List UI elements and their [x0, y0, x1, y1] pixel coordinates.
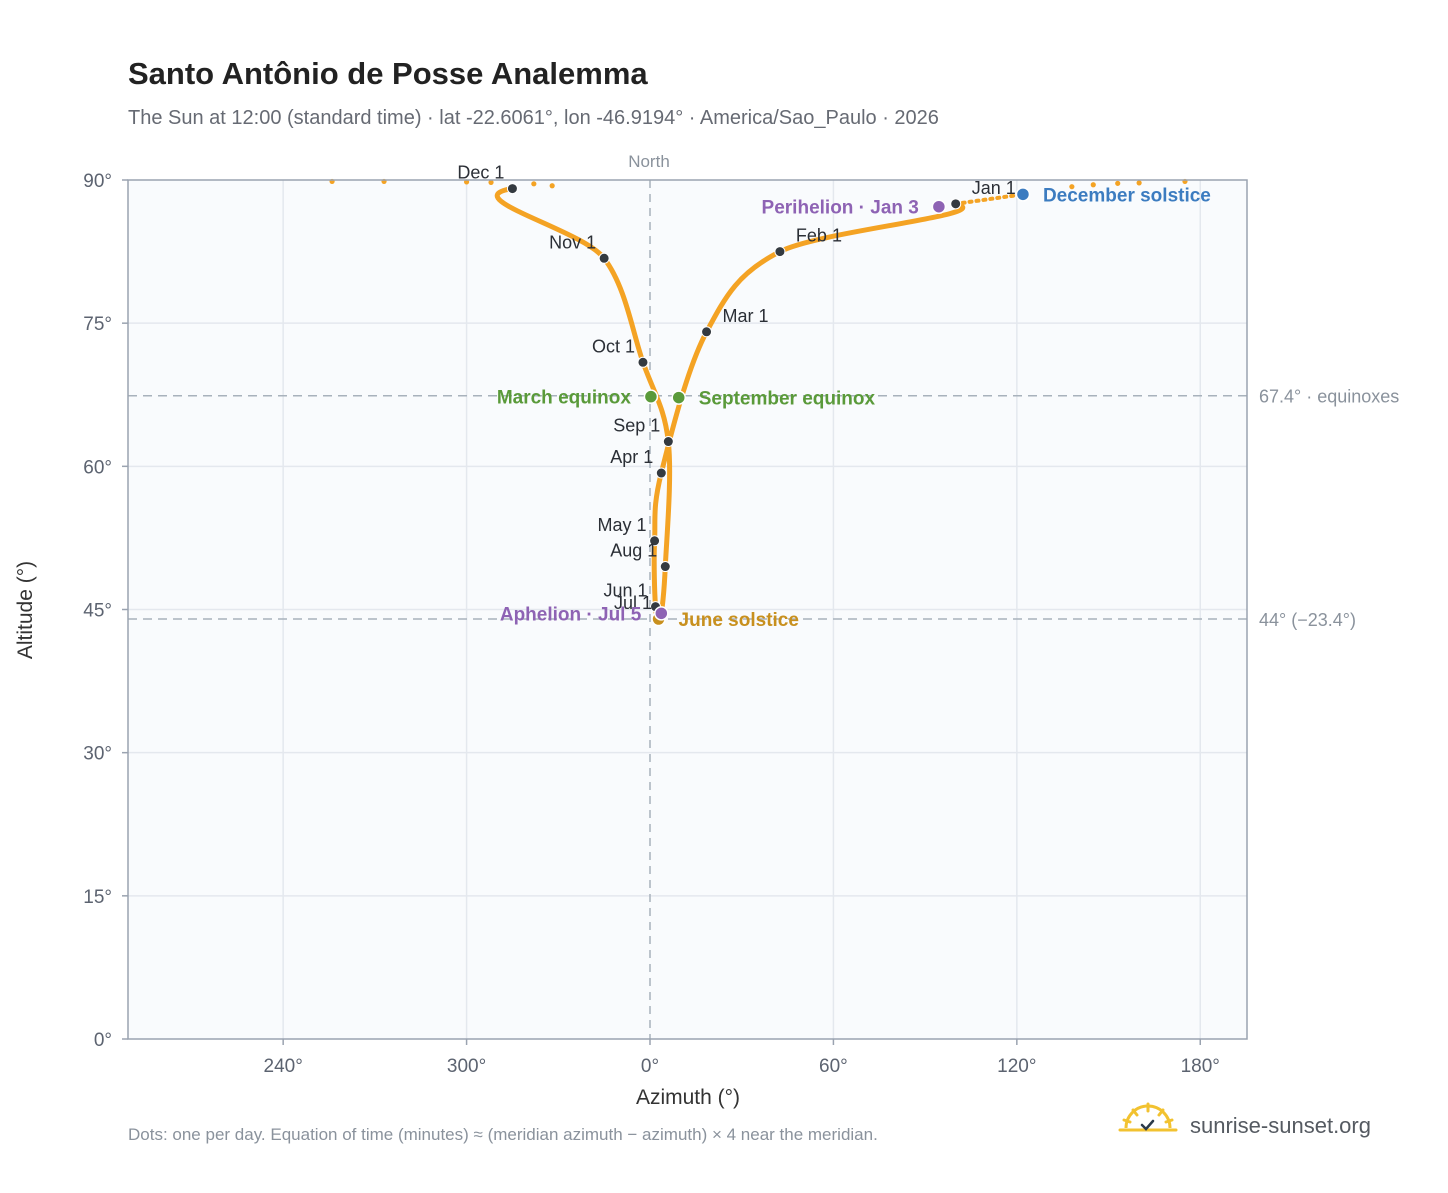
- event-marker: [671, 390, 686, 405]
- event-markers: March equinox September equinox June solst…: [497, 185, 1211, 631]
- day-dot: [1069, 184, 1075, 190]
- month-marker: [506, 183, 518, 195]
- event-label: Perihelion · Jan 3: [762, 198, 919, 219]
- brand-name: sunrise-sunset.org: [1190, 1113, 1371, 1138]
- month-label: May 1: [598, 515, 647, 535]
- event-marker: [931, 199, 947, 214]
- x-tick-label: 180°: [1181, 1056, 1220, 1077]
- y-tick-label: 60°: [83, 457, 112, 478]
- x-tick-label: 120°: [997, 1056, 1036, 1077]
- x-tick-label: 60°: [819, 1056, 848, 1077]
- month-marker: [655, 467, 667, 479]
- footnote: Dots: one per day. Equation of time (min…: [128, 1125, 878, 1144]
- sun-logo-icon: [1118, 1102, 1178, 1132]
- event-marker: [654, 606, 669, 621]
- axis-ticks: 0° 15° 30° 45° 60° 75° 90° 240° 300° 0° 60° 120° 180…: [83, 171, 1220, 1077]
- month-label: Jan 1: [972, 178, 1016, 198]
- month-label: Oct 1: [592, 336, 635, 356]
- event-marker: [643, 389, 659, 404]
- event-label: December solstice: [1043, 185, 1211, 206]
- x-tick-label: 240°: [264, 1056, 303, 1077]
- month-marker: [659, 561, 671, 573]
- event-label: September equinox: [699, 389, 876, 410]
- x-tick-label: 0°: [641, 1056, 659, 1077]
- day-dot: [549, 183, 555, 189]
- event-label: March equinox: [497, 388, 632, 409]
- reference-label: 44° (−23.4°): [1259, 610, 1356, 630]
- month-marker: [701, 326, 713, 338]
- day-dot: [1136, 180, 1142, 186]
- y-tick-label: 45°: [83, 601, 112, 622]
- event-label: June solstice: [679, 610, 799, 631]
- month-label: Sep 1: [613, 416, 660, 436]
- month-marker: [662, 436, 674, 448]
- y-tick-label: 75°: [83, 314, 112, 335]
- x-tick-label: 300°: [447, 1056, 486, 1077]
- day-dot: [1090, 182, 1096, 188]
- x-axis-title: Azimuth (°): [636, 1086, 740, 1109]
- event-label: Aphelion · Jul 5: [500, 604, 642, 625]
- reference-label: 67.4° · equinoxes: [1259, 387, 1399, 407]
- chart-subtitle: The Sun at 12:00 (standard time) · lat -…: [128, 107, 939, 129]
- month-label: Aug 1: [610, 541, 657, 561]
- month-label: Jun 1: [603, 581, 647, 601]
- event-marker: [1015, 187, 1031, 202]
- month-label: Mar 1: [723, 306, 769, 326]
- chart-title: Santo Antônio de Posse Analemma: [128, 56, 648, 91]
- month-label: Jul 1: [614, 593, 652, 613]
- month-label: Feb 1: [796, 226, 842, 246]
- analemma-tail: [953, 192, 1025, 206]
- month-label: Dec 1: [457, 163, 504, 183]
- y-tick-label: 90°: [83, 171, 112, 192]
- y-tick-label: 30°: [83, 744, 112, 765]
- month-marker: [637, 356, 649, 368]
- day-dot: [488, 179, 494, 185]
- y-axis-title: Altitude (°): [14, 561, 37, 659]
- month-marker: [649, 535, 661, 547]
- y-tick-label: 15°: [83, 887, 112, 908]
- month-label: Apr 1: [610, 447, 653, 467]
- north-label: North: [628, 152, 670, 171]
- day-dot: [531, 181, 537, 187]
- reference-lines: 67.4° · equinoxes 44° (−23.4°): [128, 180, 1399, 1039]
- y-tick-label: 0°: [94, 1030, 112, 1051]
- month-label: Nov 1: [549, 232, 596, 252]
- month-marker: [598, 252, 610, 264]
- day-dot: [1115, 180, 1121, 186]
- month-marker: [774, 246, 786, 258]
- month-marker: [950, 198, 962, 210]
- grid-layer: [128, 180, 1247, 1039]
